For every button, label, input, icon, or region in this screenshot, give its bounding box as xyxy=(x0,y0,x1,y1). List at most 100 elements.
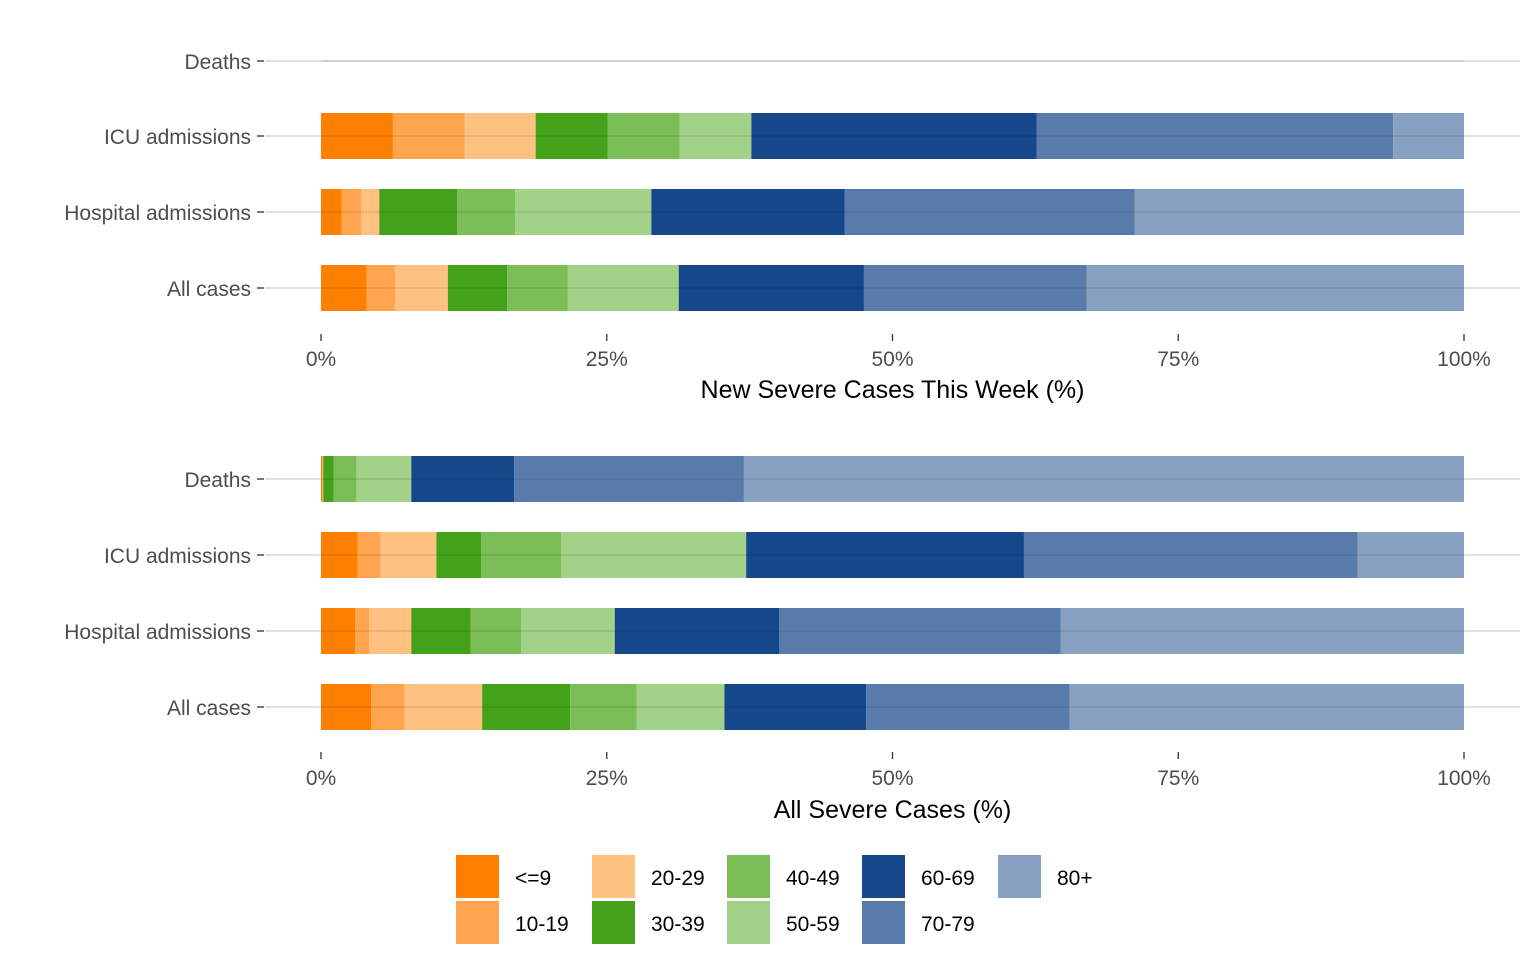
x-tick-label: 75% xyxy=(1157,348,1199,371)
bar-segment-deaths-le-9 xyxy=(321,456,323,502)
bar-segment-all-cases-60-69 xyxy=(724,684,867,730)
bar-segment-hospital-admissions-50-59 xyxy=(515,189,652,235)
x-tick-label: 0% xyxy=(306,767,336,790)
bar-segment-deaths-10-19 xyxy=(322,456,324,502)
bar-segment-icu-admissions-30-39 xyxy=(535,113,608,159)
bar-segment-deaths-50-59 xyxy=(356,456,412,502)
legend-label-le-9: <=9 xyxy=(515,867,551,890)
bar-segment-all-cases-20-29 xyxy=(395,265,448,311)
legend-label-80plus: 80+ xyxy=(1057,867,1093,890)
bar-segment-hospital-admissions-40-49 xyxy=(457,189,516,235)
bar-segment-icu-admissions-le-9 xyxy=(321,532,358,578)
bar-segment-icu-admissions-30-39 xyxy=(436,532,482,578)
bar-segment-icu-admissions-80plus xyxy=(1393,113,1464,159)
bar-segment-icu-admissions-20-29 xyxy=(464,113,536,159)
x-tick-label: 75% xyxy=(1157,767,1199,790)
bar-segment-icu-admissions-80plus xyxy=(1357,532,1464,578)
bar-segment-all-cases-30-39 xyxy=(482,684,571,730)
bar-segment-hospital-admissions-60-69 xyxy=(614,608,780,654)
legend-label-70-79: 70-79 xyxy=(921,913,975,936)
legend-key-le-9 xyxy=(456,855,499,898)
bar-segment-hospital-admissions-70-79 xyxy=(779,608,1061,654)
legend-key-70-79 xyxy=(862,901,905,944)
bar-segment-hospital-admissions-30-39 xyxy=(411,608,471,654)
x-axis-title: All Severe Cases (%) xyxy=(774,796,1012,824)
bar-segment-icu-admissions-60-69 xyxy=(751,113,1037,159)
bar-segment-deaths-60-69 xyxy=(411,456,515,502)
legend-label-40-49: 40-49 xyxy=(786,867,840,890)
bar-segment-all-cases-le-9 xyxy=(321,684,372,730)
bar-segment-hospital-admissions-10-19 xyxy=(355,608,370,654)
bar-segment-deaths-40-49 xyxy=(333,456,357,502)
bar-segment-hospital-admissions-50-59 xyxy=(521,608,615,654)
legend: <=9 10-19 20-29 30-39 40-49 50-59 60-69 70-79 80… xyxy=(456,855,1093,944)
panel-all-severe-cases: Deaths ICU admissions Hospital admissions A… xyxy=(64,456,1520,824)
legend-key-20-29 xyxy=(592,855,635,898)
bar-segment-icu-admissions-20-29 xyxy=(380,532,437,578)
bar-segment-icu-admissions-10-19 xyxy=(392,113,465,159)
bar-segment-icu-admissions-10-19 xyxy=(357,532,381,578)
bar-segment-all-cases-70-79 xyxy=(866,684,1070,730)
bar-segment-all-cases-le-9 xyxy=(321,265,367,311)
legend-label-10-19: 10-19 xyxy=(515,913,569,936)
bar-segment-all-cases-20-29 xyxy=(404,684,483,730)
y-tick-label-hospital-admissions: Hospital admissions xyxy=(64,202,251,225)
x-tick-label: 0% xyxy=(306,348,336,371)
legend-label-60-69: 60-69 xyxy=(921,867,975,890)
bar-segment-hospital-admissions-30-39 xyxy=(379,189,458,235)
legend-key-40-49 xyxy=(727,855,770,898)
bar-segment-all-cases-80plus xyxy=(1069,684,1464,730)
bar-segment-all-cases-10-19 xyxy=(371,684,405,730)
legend-label-30-39: 30-39 xyxy=(651,913,705,936)
legend-key-80plus xyxy=(998,855,1041,898)
bar-segment-icu-admissions-60-69 xyxy=(746,532,1024,578)
bar-segment-all-cases-80plus xyxy=(1086,265,1464,311)
bar-segment-hospital-admissions-40-49 xyxy=(470,608,522,654)
x-tick-label: 25% xyxy=(586,348,628,371)
bar-segment-hospital-admissions-60-69 xyxy=(651,189,845,235)
panel-new-severe-cases: Deaths ICU admissions Hospital admissions A… xyxy=(64,51,1520,404)
bar-segment-icu-admissions-50-59 xyxy=(561,532,747,578)
y-tick-label-hospital-admissions: Hospital admissions xyxy=(64,621,251,644)
y-tick-label-deaths: Deaths xyxy=(184,51,251,74)
bar-segment-deaths-80plus xyxy=(743,456,1464,502)
bar-segment-all-cases-60-69 xyxy=(678,265,864,311)
bar-segment-hospital-admissions-80plus xyxy=(1060,608,1464,654)
bar-segment-all-cases-40-49 xyxy=(570,684,637,730)
legend-key-60-69 xyxy=(862,855,905,898)
bar-segment-deaths-70-79 xyxy=(514,456,744,502)
x-axis-title: New Severe Cases This Week (%) xyxy=(701,376,1085,404)
bar-segment-icu-admissions-le-9 xyxy=(321,113,393,159)
x-tick-label: 100% xyxy=(1437,767,1491,790)
bar-segment-icu-admissions-40-49 xyxy=(607,113,680,159)
bar-segment-hospital-admissions-80plus xyxy=(1134,189,1464,235)
bar-segment-icu-admissions-50-59 xyxy=(679,113,752,159)
x-tick-label: 50% xyxy=(871,767,913,790)
bar-segment-hospital-admissions-10-19 xyxy=(341,189,362,235)
bar-segment-all-cases-10-19 xyxy=(366,265,396,311)
bar-segment-hospital-admissions-70-79 xyxy=(844,189,1135,235)
bar-segment-hospital-admissions-le-9 xyxy=(321,189,342,235)
legend-key-50-59 xyxy=(727,901,770,944)
legend-label-20-29: 20-29 xyxy=(651,867,705,890)
bar-segment-all-cases-50-59 xyxy=(567,265,679,311)
bar-segment-icu-admissions-70-79 xyxy=(1023,532,1358,578)
x-tick-label: 50% xyxy=(871,348,913,371)
x-tick-label: 25% xyxy=(586,767,628,790)
bar-segment-all-cases-70-79 xyxy=(863,265,1087,311)
y-tick-label-all-cases: All cases xyxy=(167,278,251,301)
y-tick-label-all-cases: All cases xyxy=(167,697,251,720)
bar-segment-hospital-admissions-20-29 xyxy=(369,608,412,654)
x-tick-label: 100% xyxy=(1437,348,1491,371)
y-tick-label-icu-admissions: ICU admissions xyxy=(104,126,251,149)
legend-key-10-19 xyxy=(456,901,499,944)
bar-segment-all-cases-30-39 xyxy=(447,265,508,311)
bar-segment-deaths-30-39 xyxy=(323,456,334,502)
bar-segment-icu-admissions-40-49 xyxy=(481,532,562,578)
bar-segment-all-cases-40-49 xyxy=(507,265,568,311)
bar-segment-hospital-admissions-20-29 xyxy=(361,189,380,235)
bar-segment-icu-admissions-70-79 xyxy=(1036,113,1394,159)
y-tick-label-deaths: Deaths xyxy=(184,469,251,492)
bar-segment-hospital-admissions-le-9 xyxy=(321,608,356,654)
